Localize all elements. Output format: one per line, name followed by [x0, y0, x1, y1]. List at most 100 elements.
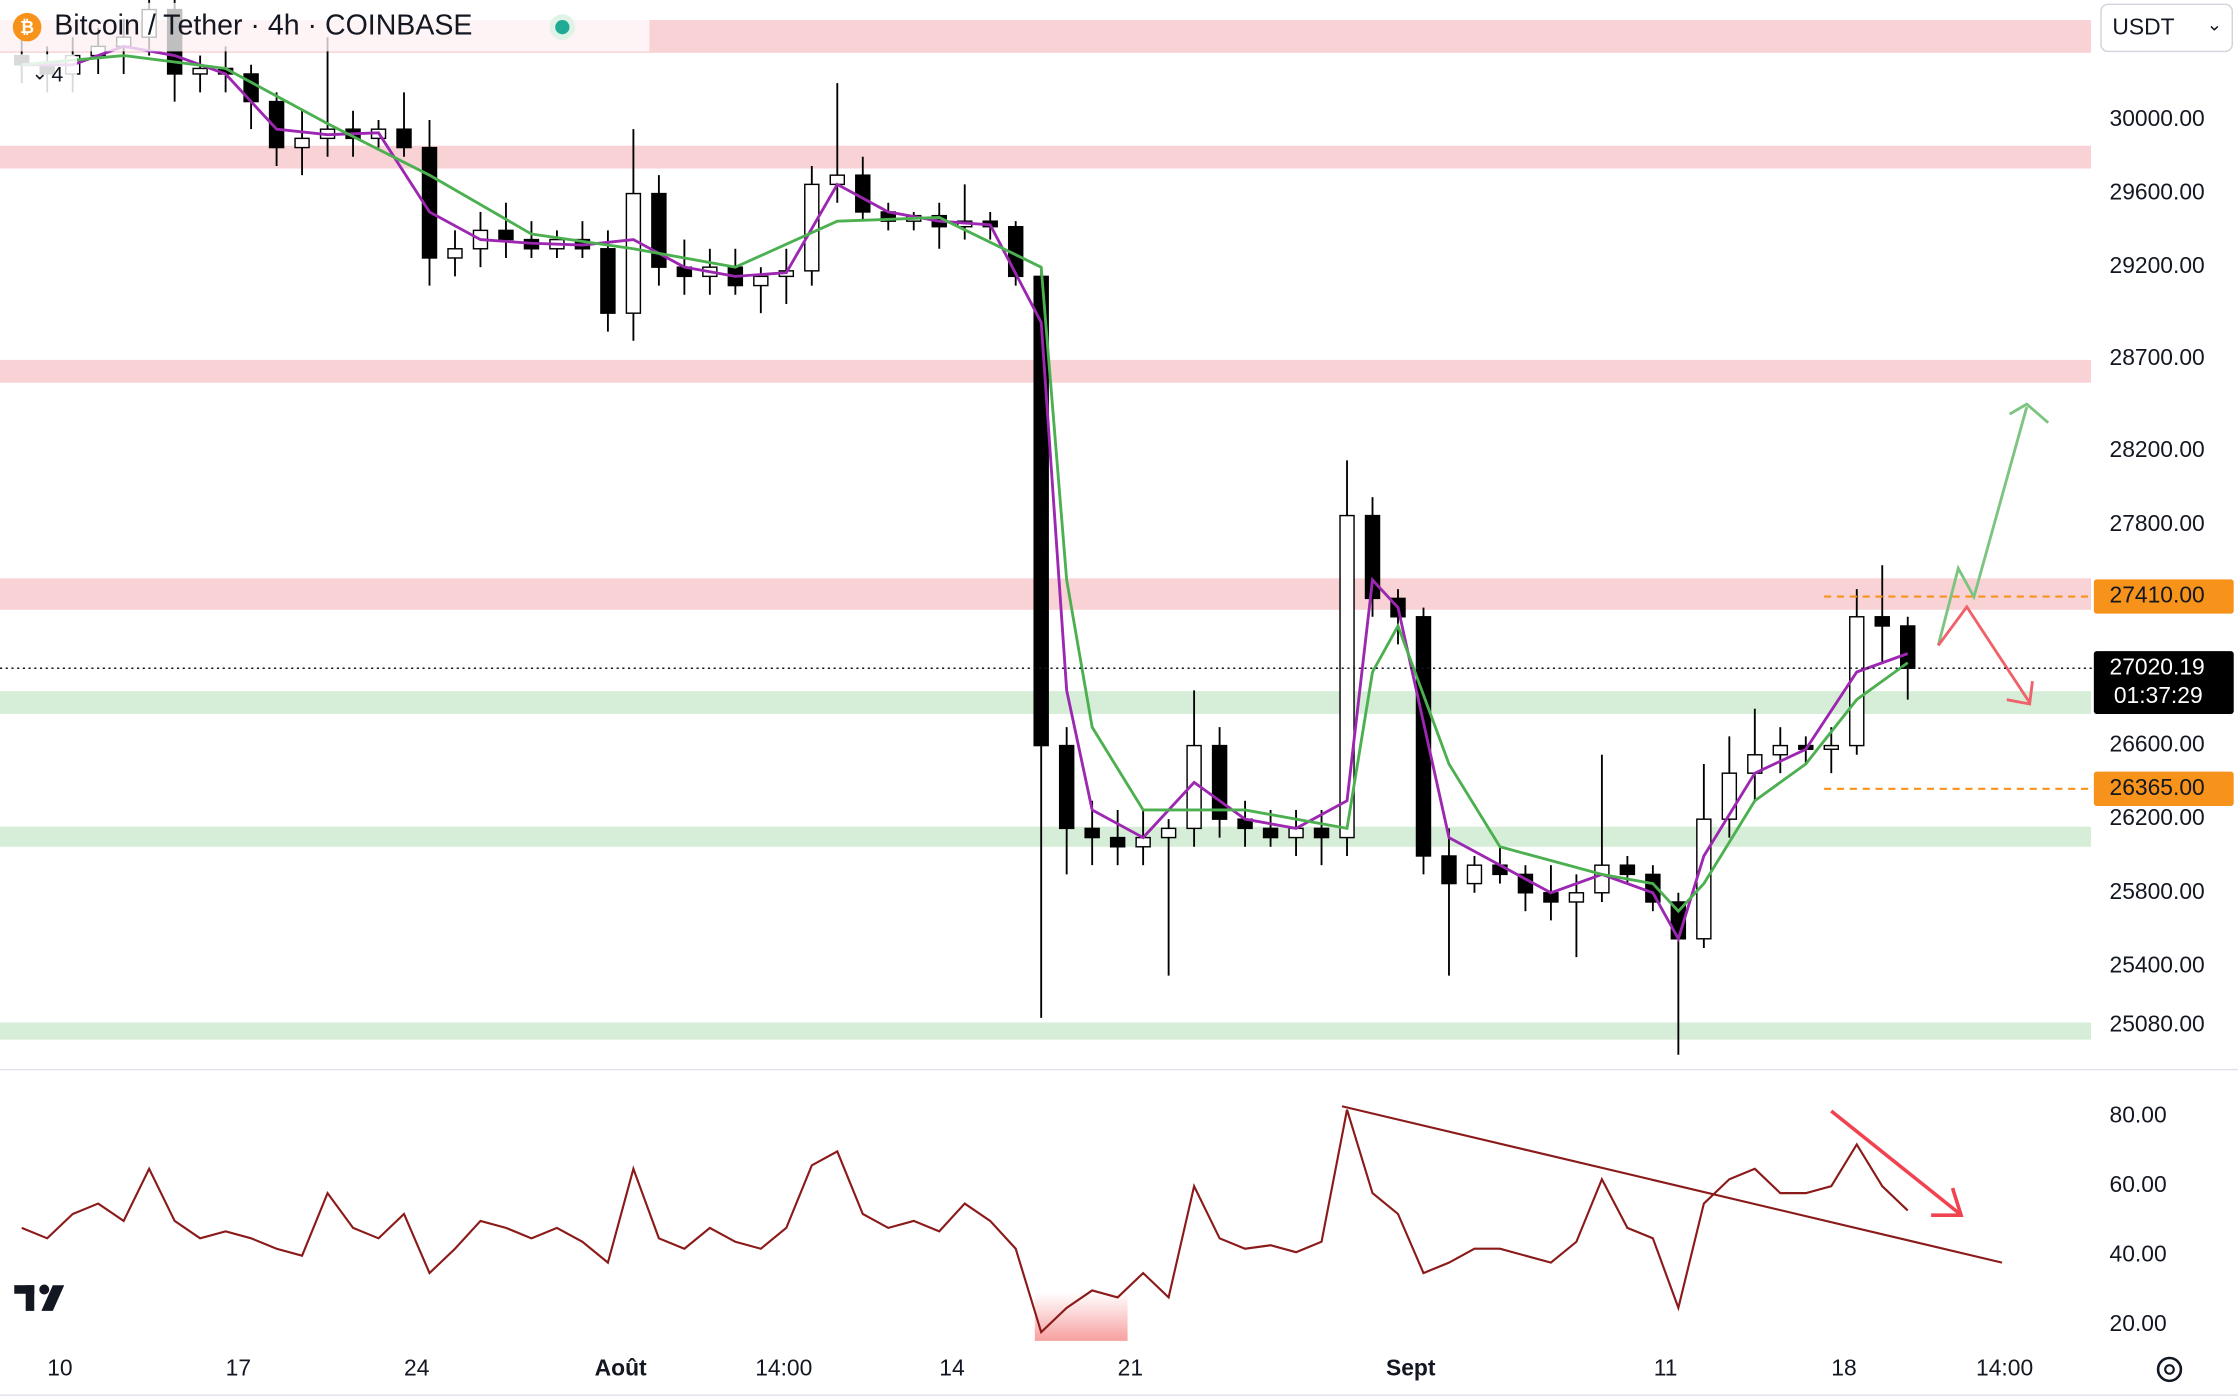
countdown: 01:37:29 [2114, 682, 2203, 708]
candle-body [447, 248, 463, 259]
candle-body [1645, 873, 1661, 903]
last-price-badge [2093, 651, 2234, 714]
candle-body [1364, 514, 1381, 600]
down-arrow-head [2006, 680, 2034, 706]
y-tick-label: 29200.00 [2110, 252, 2205, 278]
level-badge [2093, 771, 2234, 806]
candle-body [625, 192, 642, 314]
candle-body [1211, 744, 1228, 820]
y-tick-label: 29600.00 [2110, 179, 2205, 205]
y-tick-label: 25800.00 [2110, 878, 2205, 904]
candle-body [1772, 744, 1789, 756]
coin-icon [12, 12, 42, 42]
candle-body [1823, 744, 1840, 750]
y-tick-label: 25400.00 [2110, 951, 2205, 977]
title-backdrop [0, 2, 650, 52]
level-label: 27410.00 [2110, 582, 2205, 608]
zone [0, 1022, 2091, 1040]
settings-icon-center [2164, 1364, 2175, 1375]
rsi-line [21, 1109, 1909, 1335]
y-tick-label: 40.00 [2110, 1241, 2167, 1267]
x-tick-label: 14:00 [1976, 1354, 2033, 1380]
candle-body [1415, 616, 1432, 857]
candle-body [1900, 625, 1916, 669]
candle-body [396, 128, 412, 149]
y-tick-label: 60.00 [2110, 1171, 2167, 1197]
y-tick-label: 20.00 [2110, 1310, 2167, 1336]
rsi-arrow-head [1931, 1187, 1964, 1218]
level-badge [2093, 579, 2234, 614]
down-arrow [1937, 604, 2031, 704]
candle-body [268, 100, 285, 149]
y-tick-label: 26200.00 [2110, 804, 2205, 830]
rsi-trendline [1341, 1105, 2003, 1264]
candle-body [1313, 827, 1330, 839]
level-label: 26365.00 [2110, 774, 2205, 800]
interval-box[interactable] [2, 54, 78, 95]
moving-average [21, 44, 1909, 943]
x-tick-label: 14:00 [755, 1354, 812, 1380]
collapse-chevron[interactable]: ⌄ [31, 63, 48, 85]
logo-part [14, 1285, 35, 1294]
rsi-pane [21, 1105, 2003, 1335]
candle-body [1339, 514, 1355, 839]
x-tick-label: 17 [226, 1354, 251, 1380]
coin-symbol: ₿ [20, 17, 34, 37]
y-tick-label: 26600.00 [2110, 731, 2205, 757]
y-tick-label: 28700.00 [2110, 344, 2205, 370]
logo-part [25, 1285, 35, 1311]
last-price-label: 27020.19 [2110, 653, 2205, 679]
candle-body [855, 174, 871, 213]
candle-body [1696, 818, 1712, 940]
moving-average [21, 54, 1909, 914]
y-tick-label: 25080.00 [2110, 1010, 2205, 1036]
y-tick-label: 27800.00 [2110, 510, 2205, 536]
x-tick-label: 11 [1654, 1354, 1678, 1380]
logo-part [39, 1284, 50, 1295]
candle-body [498, 229, 514, 241]
oversold-highlight [1034, 1292, 1128, 1341]
x-tick-label: 14 [939, 1354, 965, 1380]
zone [0, 826, 2091, 847]
currency-chevron[interactable]: ⌄ [2207, 14, 2223, 35]
candle-body [1262, 827, 1279, 839]
x-tick-label: 21 [1118, 1354, 1143, 1380]
candle-body [1568, 892, 1585, 903]
zone [0, 145, 2091, 169]
candle-body [1441, 855, 1457, 885]
candle-body [1466, 864, 1483, 885]
x-tick-label: Août [595, 1354, 647, 1380]
candle-body [1033, 275, 1049, 747]
y-tick-label: 80.00 [2110, 1102, 2167, 1128]
x-tick-label: 10 [47, 1354, 72, 1380]
tradingview-logo[interactable] [14, 1284, 65, 1311]
logo-part [41, 1285, 65, 1311]
chart-title: Bitcoin / Tether · 4h · COINBASE [54, 10, 472, 42]
currency-select[interactable] [2100, 3, 2234, 53]
candle-body [1084, 827, 1100, 839]
candle-body [1874, 616, 1890, 627]
x-tick-label: Sept [1386, 1354, 1436, 1380]
settings-icon[interactable] [2156, 1356, 2183, 1383]
status-dot [555, 19, 570, 35]
candle-body [1619, 864, 1636, 876]
interval: 4 [51, 62, 63, 86]
candle-body [1160, 827, 1177, 839]
candle-body [600, 248, 616, 314]
candle-body [192, 67, 208, 75]
rsi-arrow [1830, 1109, 1961, 1216]
x-tick-label: 24 [404, 1354, 430, 1380]
currency[interactable]: USDT [2112, 14, 2174, 40]
candle-body [1058, 744, 1075, 830]
candle-body [1109, 836, 1126, 848]
up-arrow-head [2008, 402, 2050, 424]
candle-body [651, 192, 667, 268]
candle-body [1594, 864, 1610, 894]
candle-body [753, 275, 769, 287]
candle-body [294, 137, 310, 149]
y-tick-label: 28200.00 [2110, 436, 2205, 462]
x-tick-label: 18 [1831, 1354, 1856, 1380]
y-tick-label: 30000.00 [2110, 105, 2205, 131]
